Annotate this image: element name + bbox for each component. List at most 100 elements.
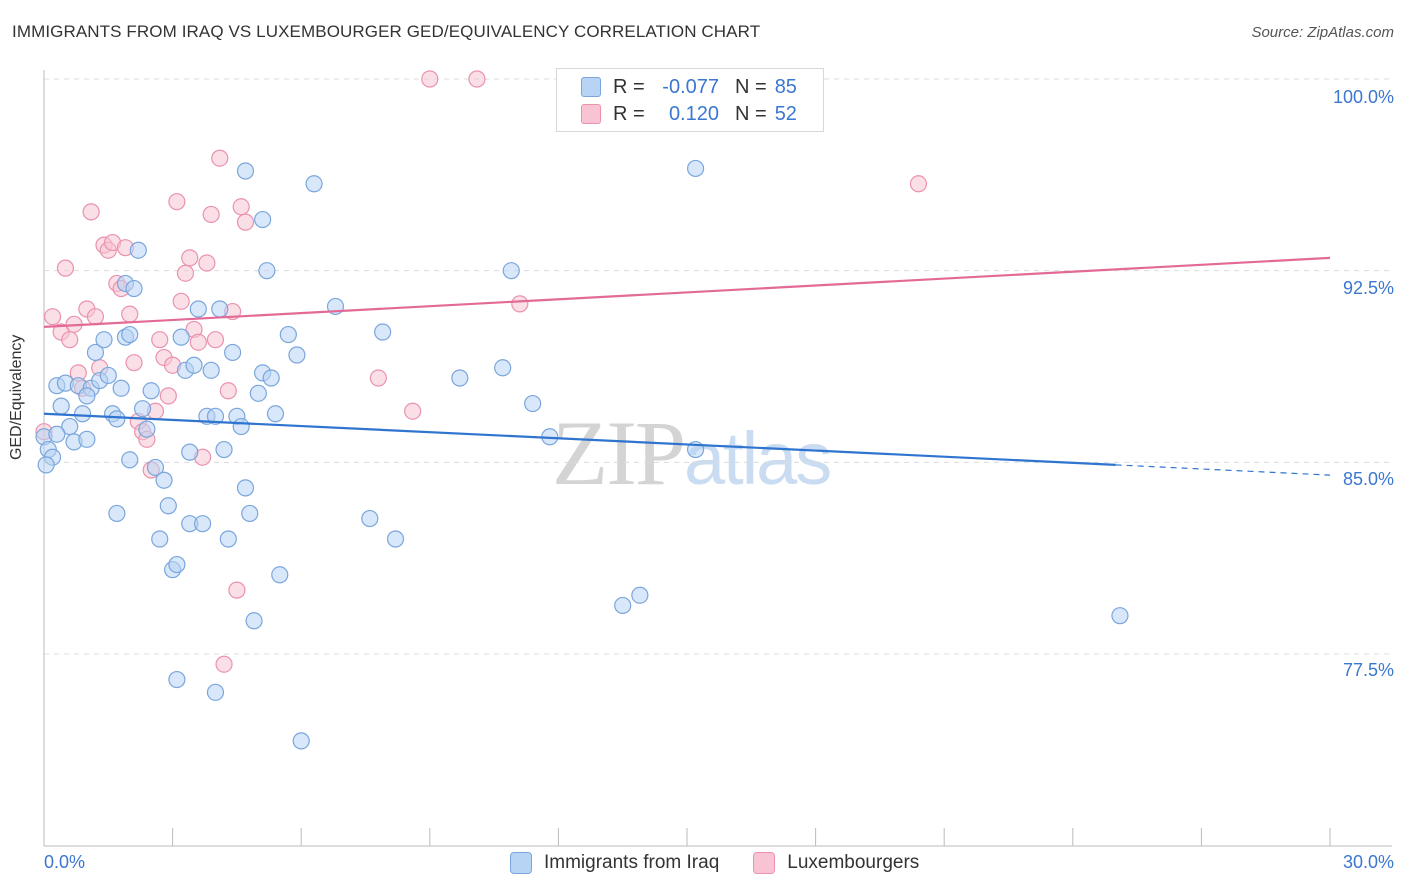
data-point xyxy=(1111,607,1129,625)
data-point xyxy=(219,530,237,548)
n-value: 85 xyxy=(774,75,797,98)
data-point xyxy=(386,530,405,548)
data-point xyxy=(181,443,199,461)
legend-swatch-pink xyxy=(753,852,776,874)
data-point xyxy=(249,384,267,402)
data-point xyxy=(614,596,632,615)
legend-swatch-pink xyxy=(581,104,601,124)
data-point xyxy=(206,683,225,701)
legend-item-luxembourgers[interactable]: Luxembourgers xyxy=(753,852,919,874)
data-point xyxy=(194,515,212,533)
data-point xyxy=(86,343,105,362)
data-point xyxy=(86,308,105,326)
data-point xyxy=(266,405,285,423)
watermark-atlas: atlas xyxy=(684,417,832,500)
data-point xyxy=(168,555,186,574)
data-point xyxy=(95,331,113,349)
data-point xyxy=(206,407,225,425)
data-point xyxy=(168,193,186,211)
data-point xyxy=(511,295,529,313)
data-point xyxy=(361,509,379,528)
trend-line-iraq-extension xyxy=(1115,464,1331,476)
axes xyxy=(43,70,1392,847)
data-point xyxy=(61,331,79,349)
data-point xyxy=(108,410,126,428)
x-tick-min: 0.0% xyxy=(44,852,86,872)
data-point xyxy=(228,581,246,599)
data-point xyxy=(37,456,55,474)
data-point xyxy=(176,264,195,282)
source-label: Source: ZipAtlas.com xyxy=(1251,24,1394,41)
data-point xyxy=(271,566,289,584)
data-point xyxy=(909,175,928,193)
data-point xyxy=(159,497,177,515)
legend-label-luxembourgers: Luxembourgers xyxy=(787,852,920,873)
r-label: R = xyxy=(613,102,645,125)
data-point xyxy=(151,331,169,349)
data-point xyxy=(73,405,92,423)
data-point xyxy=(305,175,323,193)
legend-row-luxembourgers: R = 0.120 N = 52 xyxy=(581,102,797,126)
data-point xyxy=(151,530,169,548)
data-point xyxy=(262,369,280,387)
n-label: N = xyxy=(735,75,767,98)
data-point xyxy=(155,471,173,489)
data-point xyxy=(288,346,306,364)
data-point xyxy=(56,259,75,277)
watermark: ZIPatlas xyxy=(552,400,832,506)
legend-swatch-blue xyxy=(581,77,601,97)
data-point xyxy=(202,361,220,379)
data-point xyxy=(133,400,152,418)
trend-line-iraq xyxy=(43,412,1116,466)
data-point xyxy=(168,670,186,689)
data-point xyxy=(172,292,190,310)
data-point xyxy=(451,369,469,387)
data-point xyxy=(48,425,66,443)
data-point xyxy=(215,440,233,459)
data-point xyxy=(254,210,272,229)
data-point xyxy=(185,356,203,374)
legend-swatch-blue xyxy=(510,852,532,874)
data-point xyxy=(258,262,276,280)
data-point xyxy=(121,305,139,323)
data-point xyxy=(99,366,117,385)
data-point xyxy=(125,279,143,298)
data-point xyxy=(206,331,225,349)
n-value: 52 xyxy=(774,102,797,125)
data-point xyxy=(232,198,250,216)
data-point xyxy=(236,162,255,180)
correlation-legend: R = -0.077 N = 85 R = 0.120 N = 52 xyxy=(556,68,824,132)
data-point xyxy=(189,300,207,318)
data-point xyxy=(181,249,199,267)
data-point xyxy=(224,343,242,362)
data-point xyxy=(189,333,207,351)
data-point xyxy=(236,213,255,231)
data-point xyxy=(43,308,62,326)
data-point xyxy=(198,254,216,272)
chart-title: IMMIGRANTS FROM IRAQ VS LUXEMBOURGER GED… xyxy=(12,22,761,41)
data-point xyxy=(236,479,255,497)
data-point xyxy=(211,149,229,167)
data-point xyxy=(172,328,190,346)
r-label: R = xyxy=(613,75,645,98)
y-tick-100: 100.0% xyxy=(1332,87,1394,107)
r-value: -0.077 xyxy=(662,75,719,98)
legend-row-iraq: R = -0.077 N = 85 xyxy=(581,75,797,99)
data-point xyxy=(52,397,70,415)
x-tick-max: 30.0% xyxy=(1342,852,1394,872)
data-point xyxy=(631,586,649,604)
data-point xyxy=(121,451,139,469)
data-point xyxy=(78,387,96,405)
data-point xyxy=(374,323,392,341)
data-point xyxy=(138,420,156,438)
data-point xyxy=(146,458,165,477)
n-label: N = xyxy=(735,102,767,125)
y-tick-92-5: 92.5% xyxy=(1342,278,1394,298)
data-point xyxy=(245,612,263,630)
data-point xyxy=(292,732,310,750)
legend-item-iraq[interactable]: Immigrants from Iraq xyxy=(510,852,719,874)
data-point xyxy=(369,369,387,387)
data-point xyxy=(502,262,520,280)
data-point xyxy=(421,70,439,88)
